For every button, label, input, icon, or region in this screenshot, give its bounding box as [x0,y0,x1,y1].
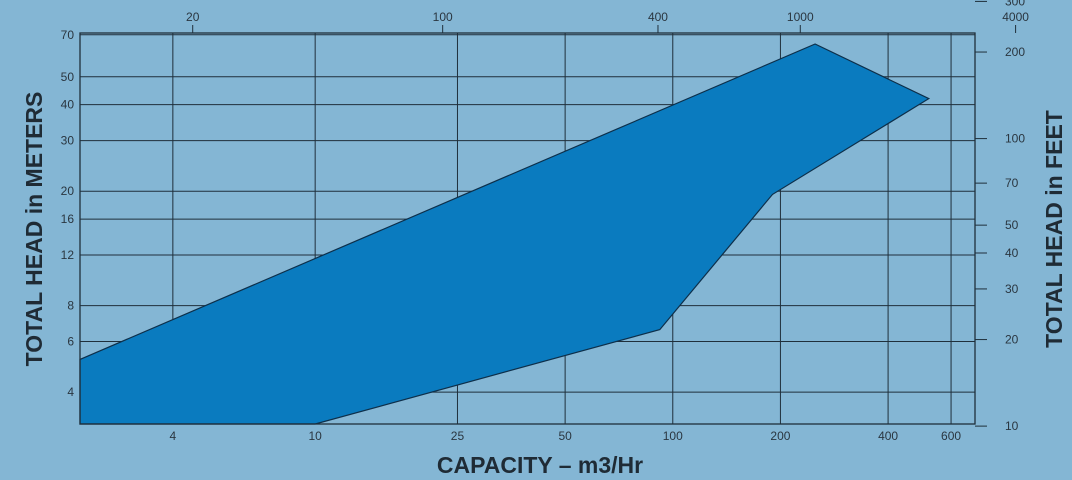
y-tick-label-right: 20 [1005,333,1019,347]
y-axis-title-left: TOTAL HEAD in METERS [21,92,47,367]
plot-border [79,32,976,425]
y-tick-label-right: 40 [1005,246,1019,260]
y-tick-label-right: 10 [1005,419,1019,433]
x-tick-label-bottom: 50 [558,429,572,443]
y-tick-label-left: 50 [61,70,75,84]
y-axis-title-right: TOTAL HEAD in FEET [1041,110,1067,348]
x-tick-label-bottom: 200 [770,429,790,443]
x-tick-label-bottom: 4 [170,429,177,443]
y-tick-label-right: 300 [1005,0,1025,8]
x-tick-label-top: 1000 [787,10,814,24]
y-tick-label-left: 40 [61,98,75,112]
y-tick-label-right: 50 [1005,218,1019,232]
y-tick-label-right: 100 [1005,132,1025,146]
y-tick-label-left: 6 [67,335,74,349]
x-tick-label-top: 400 [648,10,668,24]
y-tick-label-left: 20 [61,184,75,198]
y-tick-label-right: 30 [1005,282,1019,296]
tick-labels: 4102550100200400600201004001000400010000… [61,0,1030,443]
y-tick-label-left: 16 [61,212,75,226]
x-tick-label-bottom: 600 [941,429,961,443]
y-tick-label-right: 200 [1005,45,1025,59]
y-tick-label-left: 8 [67,299,74,313]
y-tick-label-left: 70 [61,28,75,42]
x-tick-label-bottom: 100 [663,429,683,443]
x-tick-label-top: 20 [186,10,200,24]
x-tick-label-bottom: 25 [451,429,465,443]
y-tick-label-right: 70 [1005,176,1019,190]
plot-frame [79,32,976,425]
y-tick-label-left: 12 [61,248,75,262]
y-tick-label-left: 4 [67,385,74,399]
y-tick-label-left: 30 [61,134,75,148]
x-tick-label-top: 4000 [1002,10,1029,24]
x-axis-title: CAPACITY – m3/Hr [437,452,643,478]
x-tick-label-top: 100 [433,10,453,24]
x-tick-label-bottom: 400 [878,429,898,443]
x-tick-label-bottom: 10 [308,429,322,443]
